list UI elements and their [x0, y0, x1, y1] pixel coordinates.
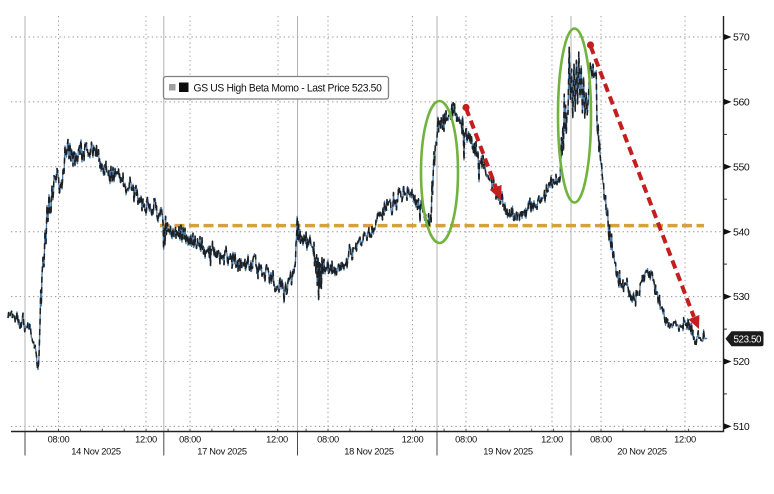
svg-text:14 Nov 2025: 14 Nov 2025 — [71, 447, 121, 457]
svg-text:08:00: 08:00 — [455, 435, 477, 445]
svg-text:530: 530 — [733, 291, 750, 303]
svg-text:18 Nov 2025: 18 Nov 2025 — [344, 447, 394, 457]
svg-text:520: 520 — [733, 356, 750, 368]
svg-text:12:00: 12:00 — [266, 435, 288, 445]
svg-text:523.50: 523.50 — [734, 335, 763, 346]
svg-text:510: 510 — [733, 421, 750, 433]
svg-text:20 Nov 2025: 20 Nov 2025 — [617, 447, 667, 457]
svg-text:12:00: 12:00 — [135, 435, 157, 445]
svg-text:12:00: 12:00 — [541, 435, 563, 445]
svg-text:GS US High Beta Momo - Last Pr: GS US High Beta Momo - Last Price 523.50 — [194, 83, 382, 95]
svg-text:08:00: 08:00 — [317, 435, 339, 445]
svg-text:560: 560 — [733, 97, 750, 109]
svg-text:12:00: 12:00 — [402, 435, 424, 445]
svg-text:550: 550 — [733, 161, 750, 173]
svg-text:08:00: 08:00 — [590, 435, 612, 445]
svg-text:19 Nov 2025: 19 Nov 2025 — [483, 447, 533, 457]
svg-text:08:00: 08:00 — [48, 435, 70, 445]
svg-text:17 Nov 2025: 17 Nov 2025 — [197, 447, 247, 457]
svg-text:08:00: 08:00 — [179, 435, 201, 445]
svg-text:12:00: 12:00 — [674, 435, 696, 445]
svg-text:570: 570 — [733, 32, 750, 44]
svg-text:540: 540 — [733, 226, 750, 238]
